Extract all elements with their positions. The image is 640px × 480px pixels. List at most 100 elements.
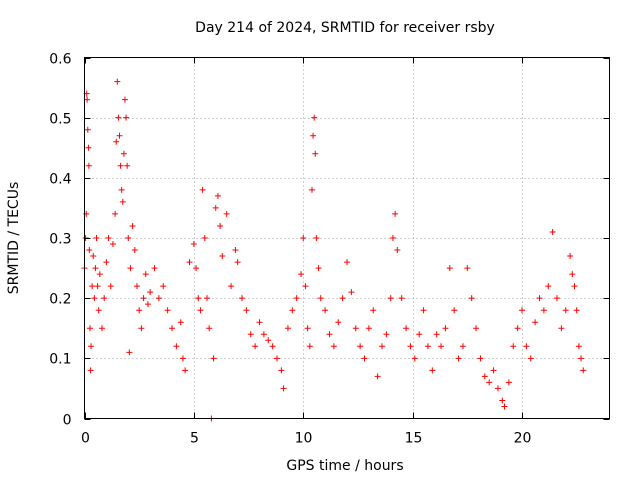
data-point [438, 343, 445, 350]
data-point [558, 325, 565, 332]
data-point [339, 295, 346, 302]
data-point [554, 295, 560, 302]
data-point [468, 295, 475, 302]
data-point [239, 295, 245, 302]
data-point [374, 373, 381, 380]
data-point [177, 319, 184, 326]
data-point [451, 307, 458, 314]
data-points [81, 78, 587, 422]
data-point [117, 162, 124, 169]
x-tick-label: 10 [295, 431, 313, 447]
data-point [407, 343, 414, 350]
data-point [173, 343, 180, 350]
data-point [232, 247, 239, 254]
data-point [228, 283, 235, 290]
y-tick-labels: 0 0.1 0.2 0.3 0.4 0.5 0.6 [49, 52, 71, 429]
data-point [424, 343, 431, 350]
data-point [118, 186, 125, 193]
data-point [206, 325, 213, 332]
data-point [300, 235, 307, 241]
data-point [494, 385, 501, 392]
data-point [86, 247, 93, 254]
data-point [352, 325, 359, 332]
data-point [499, 397, 506, 404]
data-point [575, 343, 582, 350]
y-tick-label: 0.5 [49, 112, 71, 128]
data-point [134, 283, 140, 290]
data-point [455, 355, 462, 362]
data-point [501, 403, 508, 410]
data-point [212, 204, 219, 211]
data-point [210, 355, 217, 362]
data-point [490, 367, 497, 374]
data-point [144, 301, 151, 308]
data-point [223, 210, 230, 217]
data-point [312, 150, 319, 157]
data-point [514, 325, 521, 332]
data-point [101, 295, 108, 302]
data-point [392, 210, 399, 217]
data-point [265, 337, 272, 344]
plot-frame [84, 57, 610, 419]
data-point [103, 259, 110, 266]
data-point [389, 235, 396, 241]
data-point [477, 355, 484, 362]
data-point [403, 325, 410, 332]
data-point [293, 295, 300, 302]
data-point [571, 283, 578, 290]
data-point [123, 114, 130, 121]
data-point [562, 307, 569, 314]
data-point [580, 367, 587, 374]
data-point [311, 114, 318, 121]
data-point [313, 235, 320, 241]
data-point [567, 253, 574, 260]
data-point [179, 355, 186, 362]
data-point [113, 138, 120, 145]
data-point [114, 78, 121, 85]
data-point [365, 325, 372, 332]
data-point [127, 265, 134, 272]
data-point [186, 259, 193, 266]
data-point [335, 319, 342, 326]
data-point [486, 379, 493, 386]
data-point [298, 271, 305, 278]
data-point [169, 325, 175, 332]
data-point [330, 343, 337, 350]
x-tick-label: 0 [81, 431, 90, 447]
data-point [394, 247, 401, 254]
data-point [109, 241, 116, 248]
y-tick-label: 0.4 [49, 172, 71, 188]
data-point [151, 265, 158, 272]
data-point [252, 343, 259, 350]
data-point [348, 289, 355, 296]
data-point [411, 355, 418, 362]
data-point [278, 367, 285, 374]
data-point [112, 210, 119, 217]
data-point [387, 295, 394, 302]
data-point [309, 186, 315, 193]
data-point [464, 265, 471, 272]
data-point [383, 331, 390, 338]
data-point [416, 331, 423, 338]
y-tick-label: 0 [63, 413, 72, 429]
x-tick-label: 15 [405, 431, 423, 447]
data-point [446, 265, 453, 272]
data-point [344, 259, 350, 266]
data-point [121, 96, 128, 103]
data-point [125, 235, 132, 241]
data-point [91, 295, 98, 302]
data-point [89, 283, 96, 290]
data-point [357, 343, 364, 350]
axis-ticks [84, 57, 610, 420]
data-point [398, 295, 405, 302]
data-point [160, 283, 167, 290]
data-point [199, 186, 206, 193]
data-point [260, 331, 267, 338]
data-point [317, 295, 324, 302]
data-point [510, 343, 517, 350]
data-point [274, 355, 280, 362]
data-point [379, 343, 385, 350]
x-axis-label: GPS time / hours [286, 458, 403, 474]
data-point [124, 162, 131, 169]
data-point [115, 114, 122, 121]
